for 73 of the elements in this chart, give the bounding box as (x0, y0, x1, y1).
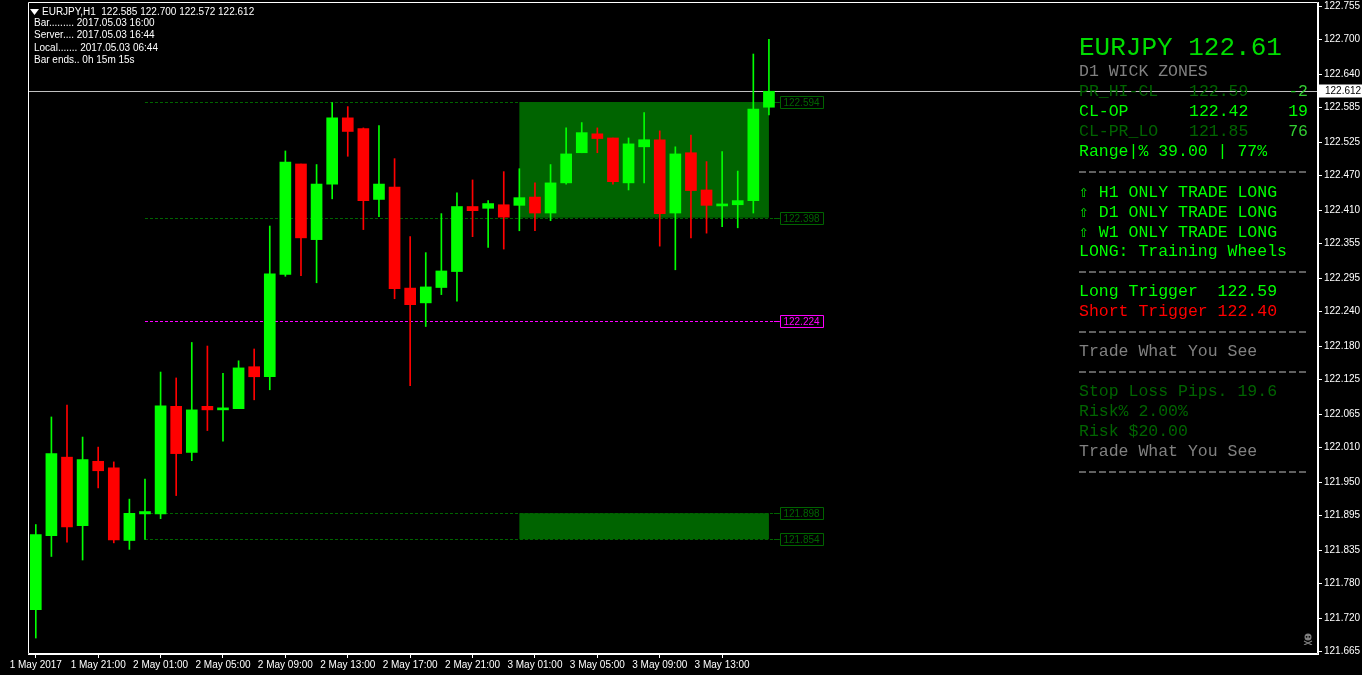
annotation: Risk $20.00 (1079, 422, 1188, 442)
x-tick-label: 2 May 13:00 (320, 658, 376, 670)
ref-line-label: 122.594 (783, 96, 821, 108)
annotation: Range|% 39.00 | 77% (1079, 142, 1268, 162)
annotation: Risk% 2.00% (1079, 402, 1188, 422)
annotation: Long Trigger 122.59 (1079, 282, 1278, 302)
candlestick (92, 446, 105, 489)
annotation: CL-OP (1079, 102, 1129, 122)
y-tick-label: 122.355 (1324, 236, 1361, 248)
candlestick (139, 478, 151, 540)
annotation: Bar......... 2017.05.03 16:00 (34, 17, 155, 28)
candlestick (248, 348, 261, 401)
y-tick-label: 122.755 (1324, 0, 1361, 12)
annotation: Trade What You See (1079, 342, 1258, 362)
y-tick-label: 121.720 (1324, 612, 1361, 624)
y-tick-label: 121.835 (1324, 544, 1361, 556)
y-tick-label: 122.180 (1324, 340, 1361, 352)
x-tick-label: 1 May 21:00 (70, 658, 127, 670)
y-tick-label: 122.700 (1324, 32, 1361, 44)
y-tick-label: 122.640 (1324, 68, 1361, 80)
x-tick-label: 2 May 01:00 (133, 658, 189, 670)
annotation: 122.42 (1189, 102, 1249, 122)
x-tick-label: 3 May 09:00 (632, 658, 688, 670)
y-tick-label: 122.470 (1324, 168, 1361, 180)
annotation: Local....... 2017.05.03 06:44 (34, 41, 158, 53)
y-tick-label: 122.125 (1324, 372, 1361, 384)
candlestick (404, 236, 416, 386)
annotation: CL-PR_LO (1079, 122, 1159, 142)
candlestick (497, 171, 510, 250)
annotation: 121.85 (1189, 122, 1249, 142)
annotation: EURJPY 122.61 (1079, 33, 1282, 63)
y-tick-label: 122.410 (1324, 204, 1361, 216)
y-tick-label: 122.240 (1324, 304, 1361, 316)
ref-line-label: 122.224 (783, 315, 821, 327)
x-tick-label: 1 May 2017 (9, 658, 63, 670)
x-tick-label: 2 May 09:00 (257, 658, 314, 670)
candlestick (482, 200, 494, 248)
ref-line-label: 121.898 (783, 507, 821, 519)
candlestick (419, 252, 432, 327)
annotation: Trade What You See (1079, 442, 1258, 462)
ref-line-label: 122.612 (1325, 85, 1362, 97)
x-tick-label: 2 May 17:00 (382, 658, 439, 670)
y-tick-label: 121.780 (1324, 576, 1361, 588)
candlestick (638, 112, 650, 184)
annotation: ⇧ H1 ONLY TRADE LONG (1079, 182, 1278, 202)
annotation: Server.... 2017.05.03 16:44 (34, 29, 155, 41)
annotation: D1 WICK ZONES (1079, 62, 1208, 82)
y-tick-label: 121.950 (1324, 476, 1361, 488)
annotation: Stop Loss Pips. 19.6 (1079, 382, 1278, 402)
ref-line-label: 122.398 (783, 212, 821, 224)
annotation: 19 (1288, 102, 1308, 122)
annotation: 76 (1288, 122, 1308, 142)
annotation: Bar ends.. 0h 15m 15s (34, 53, 135, 65)
y-tick-label: 121.665 (1324, 644, 1361, 656)
candlestick (373, 125, 385, 217)
x-tick-label: 3 May 01:00 (507, 658, 563, 670)
y-tick-label: 122.295 (1324, 272, 1361, 284)
candlestick (731, 170, 744, 229)
annotation: Short Trigger 122.40 (1079, 302, 1278, 322)
y-tick-label: 122.585 (1324, 100, 1361, 112)
y-tick-label: 121.895 (1324, 508, 1361, 520)
x-tick-label: 2 May 21:00 (445, 658, 501, 670)
x-tick-label: 3 May 05:00 (569, 658, 626, 670)
y-tick-label: 122.010 (1324, 440, 1361, 452)
y-tick-label: 122.525 (1324, 136, 1361, 148)
x-tick-label: 2 May 05:00 (195, 658, 251, 670)
x-tick-label: 3 May 13:00 (694, 658, 751, 670)
annotation: LONG: Training Wheels (1079, 242, 1287, 262)
y-tick-label: 122.065 (1324, 408, 1361, 420)
chart-title: EURJPY,H1 122.585 122.700 122.572 122.612 (42, 6, 255, 18)
annotation: ⇧ W1 ONLY TRADE LONG (1079, 222, 1278, 242)
ref-line-label: 121.854 (783, 533, 821, 545)
annotation: ⇧ D1 ONLY TRADE LONG (1079, 202, 1278, 222)
